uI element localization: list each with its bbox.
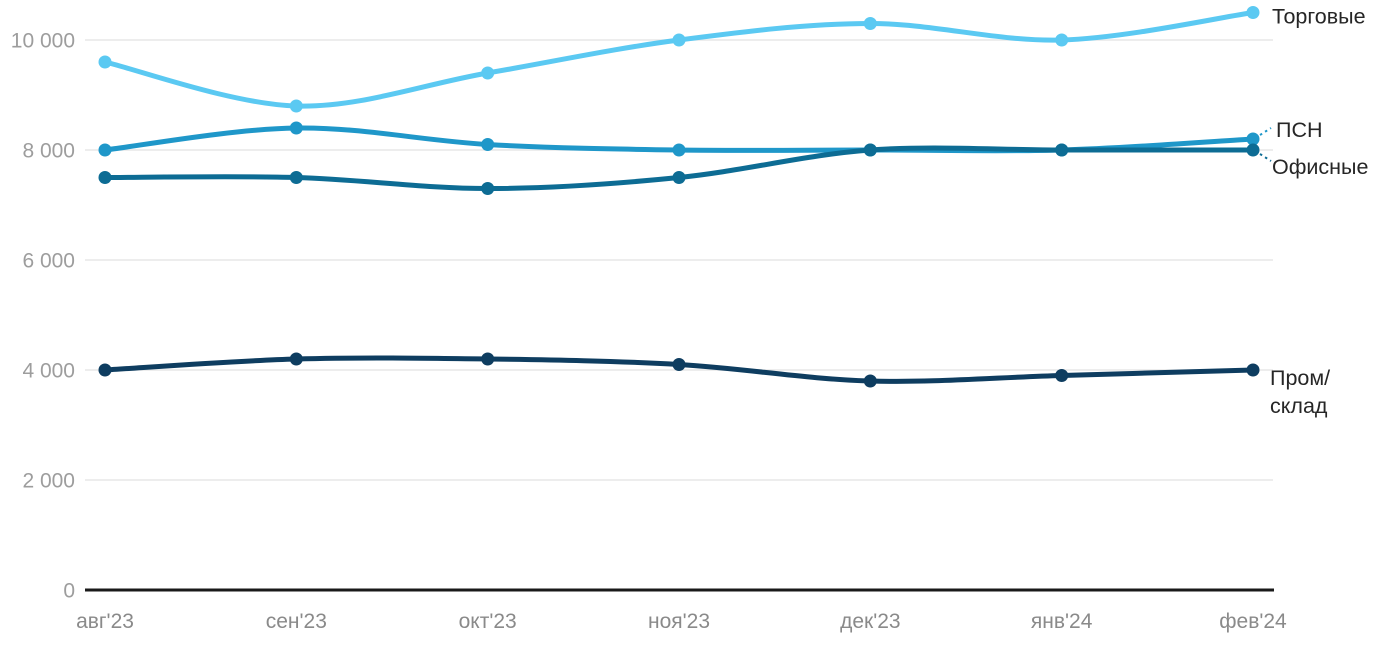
y-axis-tick-label: 10 000: [11, 30, 75, 53]
data-point-torgovye[interactable]: [863, 17, 877, 30]
y-axis-tick-label: 4 000: [22, 360, 75, 383]
data-point-ofisnye[interactable]: [863, 143, 877, 157]
series-ofisnye: Офисные: [98, 143, 1368, 195]
data-point-psn[interactable]: [98, 143, 112, 157]
data-point-prom-sklad[interactable]: [481, 352, 495, 366]
data-point-prom-sklad[interactable]: [863, 374, 877, 388]
data-point-prom-sklad[interactable]: [98, 363, 112, 377]
x-axis-tick-label: авг'23: [76, 610, 134, 633]
data-point-torgovye[interactable]: [98, 55, 112, 69]
data-point-ofisnye[interactable]: [289, 171, 303, 184]
series-label-prom-sklad: Пром/: [1270, 366, 1330, 390]
data-point-torgovye[interactable]: [672, 33, 686, 47]
series-label-torgovye: Торговые: [1272, 5, 1366, 29]
data-point-prom-sklad[interactable]: [672, 358, 686, 371]
x-axis-tick-label: фев'24: [1219, 610, 1287, 633]
series-label-ofisnye: Офисные: [1272, 155, 1368, 179]
data-point-prom-sklad[interactable]: [1055, 369, 1069, 382]
data-point-prom-sklad[interactable]: [1246, 363, 1260, 377]
data-point-prom-sklad[interactable]: [289, 352, 303, 366]
data-point-ofisnye[interactable]: [672, 171, 686, 184]
data-point-ofisnye[interactable]: [1246, 143, 1260, 157]
y-axis-tick-label: 8 000: [22, 140, 75, 163]
x-axis-tick-label: дек'23: [840, 610, 901, 633]
data-point-psn[interactable]: [481, 138, 495, 151]
data-point-psn[interactable]: [1246, 132, 1260, 146]
x-axis-tick-label: ноя'23: [648, 610, 710, 633]
series-label-psn: ПСН: [1276, 118, 1323, 142]
y-axis-tick-label: 0: [63, 580, 75, 603]
label-leader-ofisnye: [1259, 153, 1272, 162]
data-point-ofisnye[interactable]: [98, 171, 112, 184]
data-point-ofisnye[interactable]: [1055, 143, 1069, 157]
data-point-psn[interactable]: [289, 121, 303, 135]
x-axis-tick-label: окт'23: [459, 610, 517, 633]
data-point-ofisnye[interactable]: [481, 182, 495, 195]
data-point-torgovye[interactable]: [1246, 6, 1260, 19]
label-leader-psn: [1259, 127, 1272, 136]
data-point-torgovye[interactable]: [289, 99, 303, 113]
data-point-torgovye[interactable]: [481, 66, 495, 80]
series-label-prom-sklad: склад: [1270, 394, 1328, 418]
x-axis-tick-label: сен'23: [266, 610, 327, 633]
y-axis-tick-label: 2 000: [22, 470, 75, 493]
x-axis-tick-label: янв'24: [1031, 610, 1093, 633]
series-prom-sklad: Пром/склад: [98, 352, 1330, 418]
series-torgovye: Торговые: [98, 5, 1366, 113]
y-axis-tick-label: 6 000: [22, 250, 75, 273]
data-point-torgovye[interactable]: [1055, 33, 1069, 47]
data-point-psn[interactable]: [672, 143, 686, 157]
